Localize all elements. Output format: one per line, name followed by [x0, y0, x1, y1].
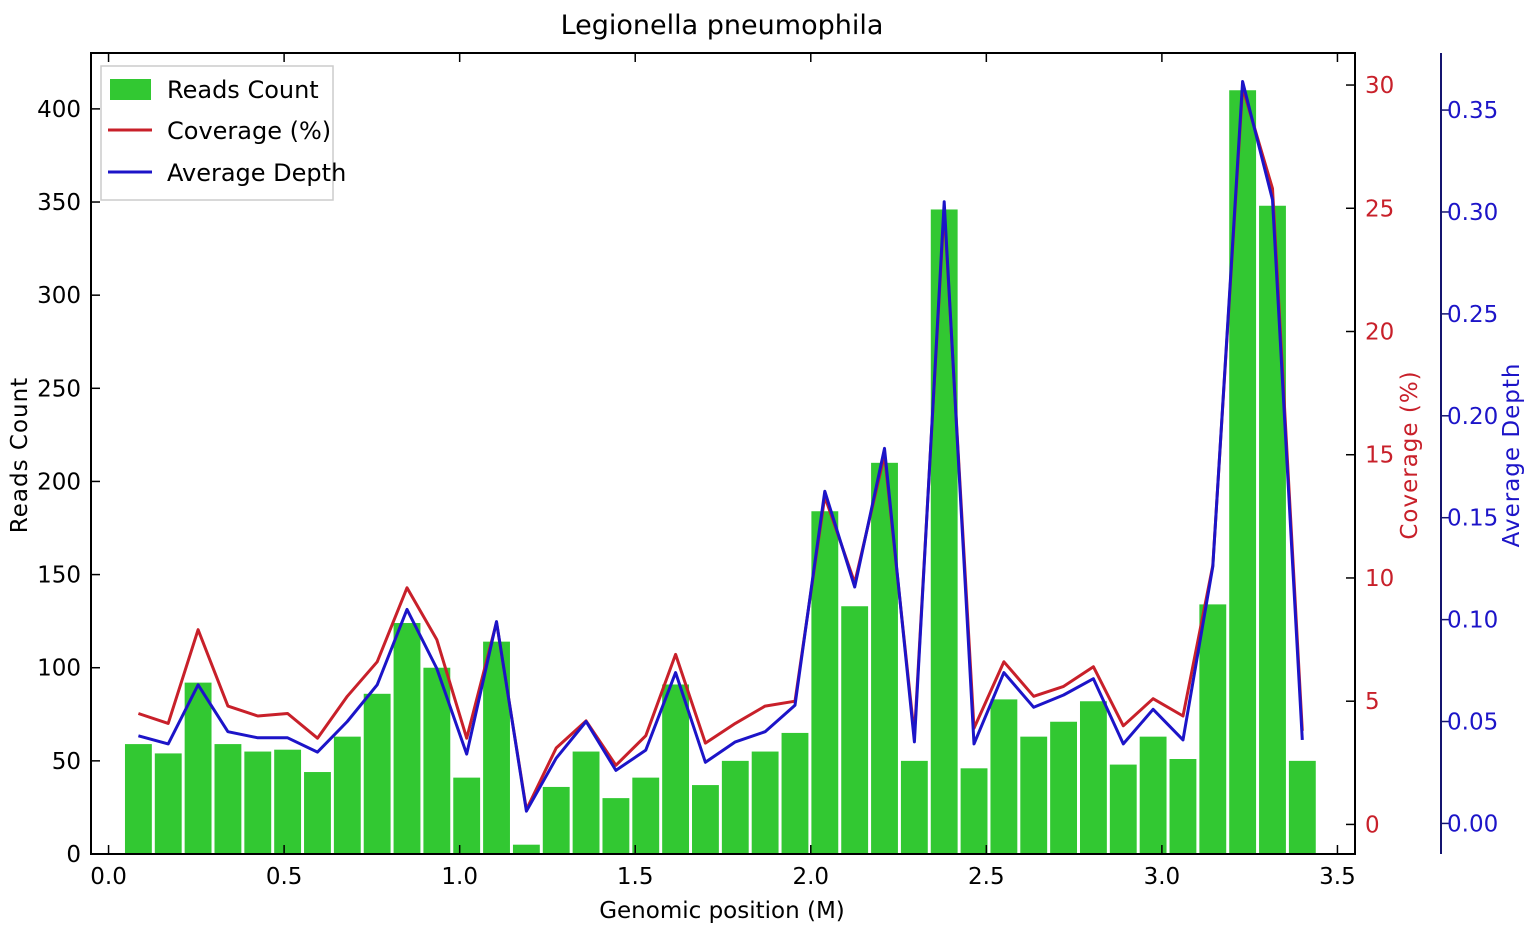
bar-reads-count	[124, 744, 152, 854]
y-axis-ticks: 0 50 100 150 200 250 300 350 400	[37, 97, 100, 868]
bar-reads-count	[930, 209, 958, 854]
bar-reads-count	[244, 751, 272, 854]
coverage-tick-label: 20	[1365, 320, 1394, 346]
depth-tick-label: 0.05	[1447, 710, 1498, 736]
legend-label-reads-count: Reads Count	[167, 76, 319, 104]
line-coverage	[137, 86, 1304, 812]
line-average-depth	[138, 80, 1304, 813]
y-tick-label: 200	[37, 469, 81, 495]
coverage-axis-label: Coverage (%)	[1397, 370, 1423, 539]
bar-reads-count	[512, 844, 540, 854]
depth-tick-label: 0.20	[1447, 404, 1498, 430]
bars-layer	[124, 90, 1316, 855]
bar-reads-count	[1169, 758, 1197, 854]
bar-reads-count	[1050, 721, 1078, 854]
coverage-tick-label: 30	[1365, 73, 1394, 99]
bar-reads-count	[960, 768, 988, 854]
depth-tick-label: 0.25	[1447, 302, 1498, 328]
bar-reads-count	[453, 777, 481, 854]
bar-reads-count	[214, 744, 242, 854]
bar-reads-count	[1079, 701, 1107, 854]
x-tick-label: 0.0	[90, 864, 127, 890]
coverage-tick-label: 10	[1365, 566, 1394, 592]
y-tick-label: 0	[66, 842, 81, 868]
y-axis-label: Reads Count	[7, 377, 33, 533]
bar-reads-count	[841, 606, 869, 854]
depth-tick-label: 0.10	[1447, 608, 1498, 634]
bar-reads-count	[333, 736, 361, 854]
bar-reads-count	[154, 753, 182, 854]
x-tick-label: 2.0	[792, 864, 829, 890]
bar-reads-count	[811, 511, 839, 854]
depth-axis-label: Average Depth	[1499, 363, 1525, 548]
lines-layer	[137, 80, 1304, 813]
x-tick-label: 1.5	[617, 864, 654, 890]
bar-reads-count	[751, 751, 779, 854]
bar-reads-count	[1109, 764, 1137, 854]
depth-tick-label: 0.00	[1447, 811, 1498, 837]
bar-reads-count	[900, 760, 928, 854]
x-tick-label: 3.0	[1144, 864, 1181, 890]
coverage-tick-label: 0	[1365, 812, 1380, 838]
x-tick-label: 1.0	[441, 864, 478, 890]
bar-reads-count	[572, 751, 600, 854]
bar-reads-count	[393, 623, 421, 854]
y-tick-label: 250	[37, 376, 81, 402]
coverage-axis-ticks: 0 5 10 15 20 25 30	[1346, 73, 1394, 838]
bar-reads-count	[692, 785, 719, 854]
bar-reads-count	[871, 462, 898, 854]
bar-reads-count	[781, 732, 809, 854]
depth-axis-ticks: 0.00 0.05 0.10 0.15 0.20 0.25 0.30 0.35	[1441, 98, 1498, 837]
y-tick-label: 100	[37, 656, 81, 682]
x-tick-label: 2.5	[968, 864, 1005, 890]
x-axis-label: Genomic position (M)	[599, 898, 845, 924]
bar-reads-count	[602, 798, 630, 854]
bar-reads-count	[721, 760, 749, 854]
bar-reads-count	[990, 699, 1018, 854]
y-tick-label: 350	[37, 190, 81, 216]
depth-tick-label: 0.15	[1447, 506, 1498, 532]
plot-frame	[90, 52, 1356, 855]
bar-reads-count	[632, 777, 660, 854]
depth-tick-label: 0.35	[1447, 98, 1498, 124]
bar-reads-count	[184, 682, 212, 854]
legend-label-average-depth: Average Depth	[167, 159, 346, 187]
coverage-tick-label: 15	[1365, 443, 1394, 469]
y-tick-label: 50	[52, 749, 81, 775]
x-tick-label: 0.5	[266, 864, 303, 890]
legend-swatch-reads-count	[110, 79, 151, 100]
coverage-tick-label: 25	[1365, 196, 1394, 222]
bar-reads-count	[1288, 760, 1316, 854]
bar-reads-count	[1259, 205, 1286, 854]
y-tick-label: 400	[37, 97, 81, 123]
depth-tick-label: 0.30	[1447, 200, 1498, 226]
bar-reads-count	[542, 786, 570, 854]
bar-reads-count	[662, 684, 690, 854]
legend-label-coverage: Coverage (%)	[167, 117, 331, 145]
chart-title: Legionella pneumophila	[561, 10, 884, 41]
bar-reads-count	[1020, 736, 1048, 854]
bar-reads-count	[1199, 604, 1227, 854]
bar-reads-count	[363, 693, 391, 854]
bar-reads-count	[1229, 90, 1257, 855]
bar-reads-count	[1139, 736, 1167, 854]
x-tick-label: 3.5	[1319, 864, 1356, 890]
coverage-tick-label: 5	[1365, 689, 1380, 715]
legend: Reads Count Coverage (%) Average Depth	[100, 65, 346, 201]
bar-reads-count	[304, 772, 331, 854]
y-tick-label: 150	[37, 563, 81, 589]
bar-reads-count	[274, 749, 302, 854]
x-axis-ticks: 0.0 0.5 1.0 1.5 2.0 2.5 3.0 3.5	[90, 53, 1356, 890]
y-tick-label: 300	[37, 283, 81, 309]
